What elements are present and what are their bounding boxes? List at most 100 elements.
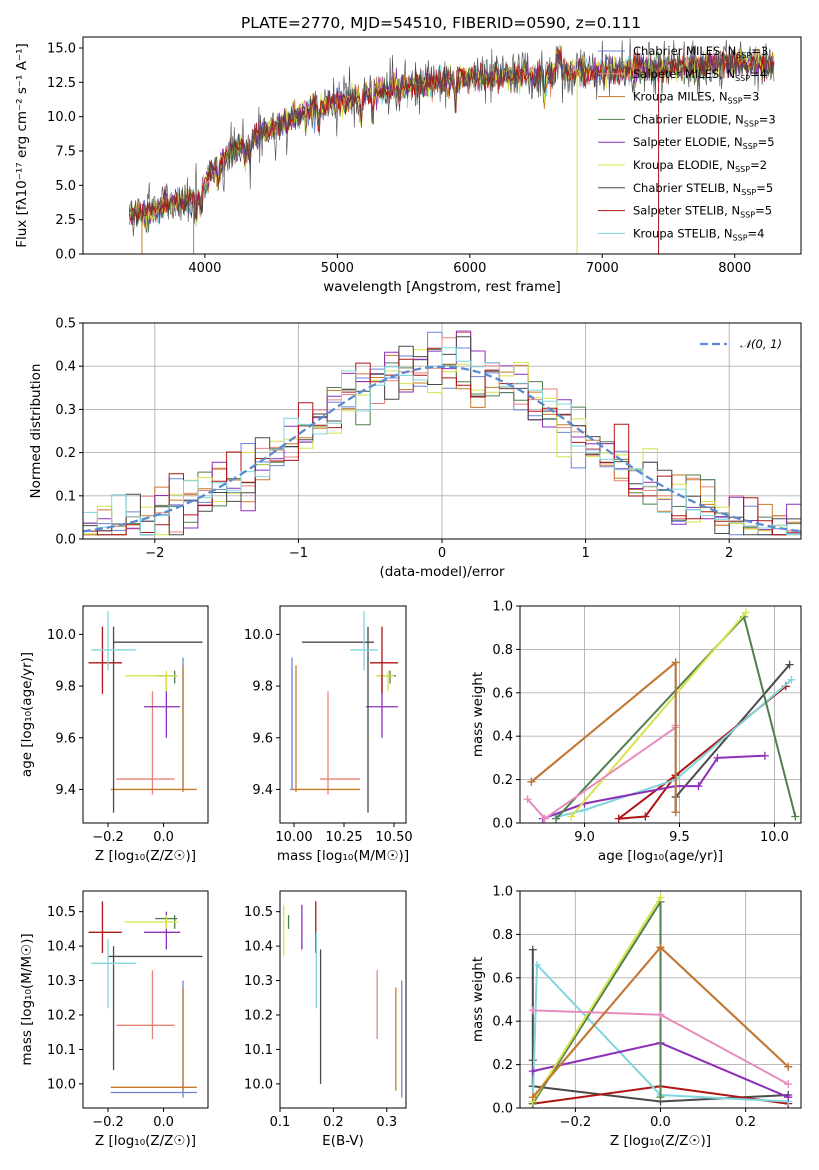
legend-n: =3 [751,44,768,58]
legend-n: =5 [755,204,772,218]
spectrum-ytick-label: 10.0 [47,110,76,125]
legend-sub: SSP [735,74,750,83]
age_weight-marker [523,795,532,804]
age_weight-xtick-label: 9.5 [669,830,690,845]
mass_age-xtick-label: 10.25 [325,830,362,845]
z_mass-ylabel: mass [log₁₀(M/M☉)] [19,933,35,1065]
ebv_mass-ytick-label: 10.1 [244,1043,273,1058]
age_weight-marker [694,782,703,791]
z_mass-frame [82,890,209,1109]
legend-label: Chabrier MILES, N [633,44,736,58]
legend-label: Salpeter STELIB, N [633,204,740,218]
legend-label: Salpeter ELODIE, N [633,135,743,149]
mass_age-frame [279,605,407,824]
residuals-xlabel: (data-model)/error [379,564,505,580]
spectrum-xtick-label: 7000 [586,261,619,276]
legend-n: =4 [750,67,767,81]
mass_age-xtick-label: 10.00 [275,830,312,845]
age_weight-marker [741,608,750,617]
age_weight-marker [785,660,794,669]
age_weight-marker [641,812,650,821]
legend-sub: SSP [744,119,759,128]
z_weight-xtick-label: 0.2 [735,1115,756,1130]
legend-n: =5 [758,135,775,149]
z_age-frame [82,605,209,824]
age_weight-series-0 [674,663,791,813]
residuals-ytick-label: 0.2 [55,446,76,461]
spectrum-series-7 [129,46,775,226]
spectrum-xtick-label: 4000 [188,261,221,276]
residuals-xtick-label: −1 [289,546,308,561]
z_weight-marker [528,1067,537,1076]
legend-entry-5: Kroupa ELODIE, NSSP=2 [633,158,767,174]
z_mass-ytick-label: 10.3 [47,974,76,989]
ebv_mass-ytick-label: 10.0 [244,1077,273,1092]
legend-entry-1: Salpeter MILES, NSSP=4 [633,67,767,83]
z_weight-ytick-label: 0.6 [492,971,513,986]
z_weight-xtick-label: 0.0 [650,1115,671,1130]
data-layer [82,38,802,1108]
spectrum-frame [82,36,802,255]
residuals-ytick-label: 0.5 [55,317,76,332]
spectrum-ylabel: Flux [fλ10⁻¹⁷ erg cm⁻² s⁻¹ A⁻¹] [14,43,30,248]
age_weight-ytick-label: 0.2 [492,773,513,788]
ebv_mass-ytick-label: 10.5 [244,905,273,920]
z_weight-marker [528,1093,537,1102]
legend-entry-6: Chabrier STELIB, NSSP=5 [633,181,773,197]
residuals-xtick-label: −2 [145,546,164,561]
legend-sub: SSP [736,51,751,60]
z_mass-xtick-label: 0.0 [153,1115,174,1130]
age_weight-marker [552,814,561,823]
ebv_mass-frame [279,890,407,1109]
z_weight-series-2 [531,963,789,1103]
frame-layer [79,36,802,1112]
legend-n: =3 [759,112,776,126]
z_weight-ytick-label: 0.4 [492,1015,513,1030]
legend-normal-label: 𝒩(0, 1) [740,337,782,351]
z_mass-xlabel: Z [log₁₀(Z/Z☉)] [95,1133,196,1149]
z_weight-ytick-label: 0.2 [492,1058,513,1073]
mass_age-ytick-label: 9.6 [252,731,273,746]
z_age-xtick-label: −0.2 [92,830,124,845]
z_weight-series-5 [531,896,662,1103]
z_weight-frame [519,890,802,1109]
z_weight-marker [784,1093,793,1102]
spectrum-ytick-label: 15.0 [47,41,76,56]
z_mass-ytick-label: 10.1 [47,1043,76,1058]
age_weight-marker [671,658,680,667]
spectrum-xtick-label: 8000 [718,261,751,276]
residuals-xtick-label: 2 [725,546,733,561]
z_age-xtick-label: 0.0 [153,830,174,845]
spectrum-xtick-label: 6000 [453,261,486,276]
z_weight-marker [656,943,665,952]
grid-layer [83,322,801,1109]
legend-sub: SSP [741,188,756,197]
z_weight-ytick-label: 0.0 [492,1102,513,1117]
legend-n: =2 [750,158,767,172]
age_weight-marker [713,753,722,762]
residuals-ytick-label: 0.3 [55,403,76,418]
legend-label: Kroupa MILES, N [633,90,728,104]
legend-sub: SSP [743,142,758,151]
age_weight-marker [540,814,549,823]
z_age-ytick-label: 9.8 [55,680,76,695]
z_mass-ytick-label: 10.4 [47,940,76,955]
residuals-ytick-label: 0.0 [55,533,76,548]
z_weight-xlabel: Z [log₁₀(Z/Z☉)] [610,1133,711,1149]
mass_age-xlabel: mass [log₁₀(M/M☉)] [277,848,409,864]
normal-curve [82,365,802,533]
z_weight-marker [533,960,542,969]
z_mass-ytick-label: 10.5 [47,905,76,920]
age_weight-marker [671,808,680,817]
text-layer: 4000 5000 6000 7000 80000.02.55.07.510.012.5… [14,41,789,1149]
z_weight-marker [656,1093,665,1102]
z_weight-marker [656,893,665,902]
z_age-ytick-label: 10.0 [47,628,76,643]
spectrum-series-6 [129,38,775,237]
legend-n: =3 [743,90,760,104]
age_weight-marker [791,812,800,821]
z_age-ytick-label: 9.6 [55,731,76,746]
legend-n: =5 [756,181,773,195]
z_weight-marker [528,1056,537,1065]
